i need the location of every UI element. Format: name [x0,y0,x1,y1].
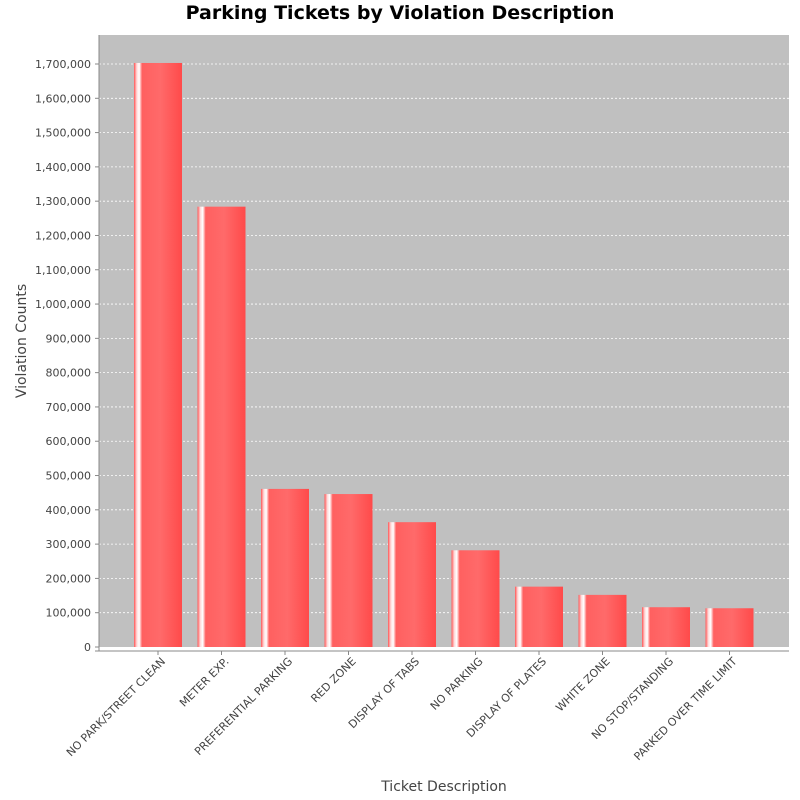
y-tick-label: 200,000 [46,572,92,585]
x-tick-label: NO PARKING [428,655,486,713]
y-axis-title: Violation Counts [14,284,30,398]
y-tick-label: 1,100,000 [35,264,91,277]
x-axis-title: Ticket Description [380,779,507,795]
y-tick-label: 700,000 [46,401,92,414]
bar [705,608,754,647]
x-tick-label: DISPLAY OF TABS [346,655,422,731]
x-axis-labels: NO PARK/STREET CLEAN METER EXP.PREFERENTI… [64,651,740,763]
y-tick-label: 300,000 [46,538,92,551]
x-tick-label: PARKED OVER TIME LIMIT [631,655,739,763]
bars [134,62,754,648]
x-tick-label: METER EXP. [177,655,232,710]
gridlines [99,63,789,614]
x-tick-label: WHITE ZONE [553,655,612,714]
bar [578,594,627,647]
y-tick-label: 1,700,000 [35,58,91,71]
bar [197,206,246,648]
y-tick-label: 1,000,000 [35,298,91,311]
y-tick-label: 100,000 [46,607,92,620]
y-tick-label: 800,000 [46,367,92,380]
y-axis-ticks: 0 100,000 200,000 300,000 400,000 500,000 600,… [35,58,99,654]
bar [451,550,500,647]
y-tick-label: 1,300,000 [35,195,91,208]
y-tick-label: 500,000 [46,470,92,483]
y-tick-label: 400,000 [46,504,92,517]
y-tick-label: 1,200,000 [35,229,91,242]
y-tick-label: 900,000 [46,332,92,345]
x-tick-label: NO PARK/STREET CLEAN [64,655,168,759]
y-tick-label: 0 [84,641,91,654]
y-tick-label: 1,400,000 [35,161,91,174]
bar [261,488,309,647]
bar [134,62,182,647]
y-tick-label: 1,500,000 [35,127,91,140]
chart-title: Parking Tickets by Violation Description [185,2,615,24]
bar [388,522,436,647]
y-tick-label: 600,000 [46,435,92,448]
bar [642,607,690,647]
y-tick-label: 1,600,000 [35,92,91,105]
bar [515,586,563,647]
x-tick-label: RED ZONE [308,655,358,705]
bar [324,494,373,647]
